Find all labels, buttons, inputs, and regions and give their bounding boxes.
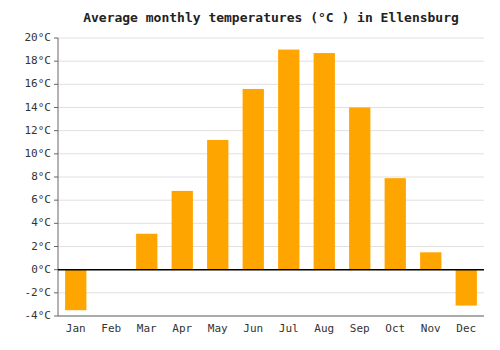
y-tick [54,316,58,317]
x-axis-line [58,316,484,317]
y-tick-label: 14°C [25,101,52,114]
x-tick-label: Jul [279,322,299,335]
grid-line [58,177,484,178]
y-tick-label: 16°C [25,77,52,90]
y-tick-label: 20°C [25,31,52,44]
y-tick-label: 2°C [31,240,51,253]
y-tick [54,223,58,224]
y-tick-label: 10°C [25,147,52,160]
y-tick [54,61,58,62]
bar [172,191,193,270]
grid-line [58,107,484,108]
y-tick [54,107,58,108]
grid-line [58,38,484,39]
y-tick [54,269,58,270]
x-tick-label: Dec [456,322,476,335]
grid-line [58,61,484,62]
chart-container: -4°C -2°C 0°C 2°C 4°C 6°C 8°C 10°C 12°C 14°C 16°C 1… [0,0,500,350]
y-tick [54,292,58,293]
y-tick-label: 4°C [31,216,51,229]
grid-line [58,269,484,270]
x-tick-label: Feb [101,322,121,335]
y-tick-label: -4°C [25,309,52,322]
y-tick [54,177,58,178]
y-tick-label: 8°C [31,170,51,183]
bars [65,50,477,311]
bar [243,89,264,270]
grid-line [58,223,484,224]
x-tick-label: Aug [314,322,334,335]
chart-svg: -4°C -2°C 0°C 2°C 4°C 6°C 8°C 10°C 12°C 14°C 16°C 1… [0,0,500,350]
y-tick-label: 12°C [25,124,52,137]
y-tick [54,84,58,85]
x-tick-label: May [208,322,228,335]
bar [385,178,406,270]
x-tick-label: Jun [243,322,263,335]
grid [58,38,484,316]
bar [136,234,157,270]
grid-line [58,130,484,131]
bar [456,270,477,306]
x-tick-label: Mar [137,322,157,335]
x-tick-label: Jan [66,322,86,335]
bar [349,108,370,270]
y-tick [54,130,58,131]
y-tick-label: -2°C [25,286,52,299]
grid-line [58,153,484,154]
y-tick-label: 0°C [31,263,51,276]
y-tick [54,200,58,201]
x-tick-label: Sep [350,322,370,335]
bar [207,140,228,270]
y-axis: -4°C -2°C 0°C 2°C 4°C 6°C 8°C 10°C 12°C 14°C 16°C 1… [25,31,59,322]
grid-line [58,292,484,293]
y-tick [54,38,58,39]
y-tick [54,246,58,247]
y-tick-label: 6°C [31,193,51,206]
grid-line [58,246,484,247]
grid-line [58,316,484,317]
x-tick-label: Oct [385,322,405,335]
x-tick-label: Apr [172,322,192,335]
y-tick-label: 18°C [25,54,52,67]
zero-line [58,269,484,271]
bar [420,252,441,269]
grid-line [58,84,484,85]
grid-line [58,200,484,201]
x-tick-label: Nov [421,322,441,335]
bar [278,50,299,270]
bar [314,53,335,270]
y-tick [54,153,58,154]
title: Average monthly temperatures (°C ) in El… [83,10,459,25]
bar [65,270,86,311]
y-axis-line [58,38,59,316]
x-axis: Jan Feb Mar Apr May Jun Jul Aug Sep Oct Nov Dec [58,316,484,335]
